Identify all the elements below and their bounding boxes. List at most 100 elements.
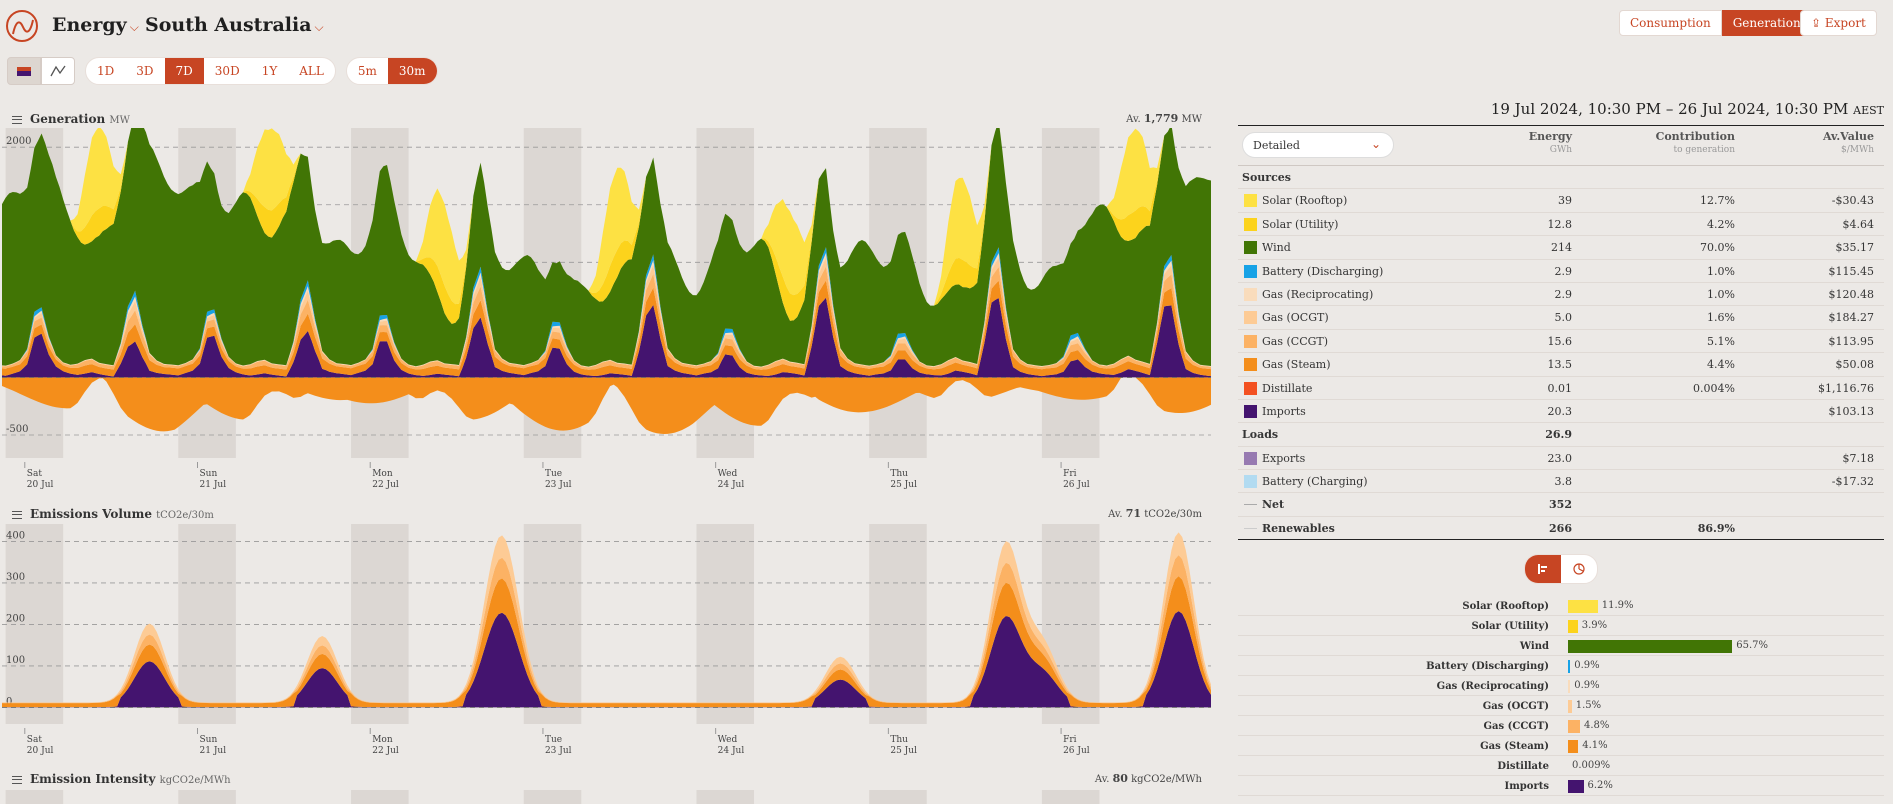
top-bar: Energy ⌵ South Australia ⌵ Consumption Gen… [0, 0, 1893, 56]
hbar-value-label: 6.2% [1587, 780, 1613, 791]
line-chart-icon[interactable] [41, 57, 75, 85]
table-row[interactable]: Distillate 0.01 0.004% $1,116.76 [1238, 377, 1884, 400]
table-row[interactable]: Imports 20.3 $103.13 [1238, 400, 1884, 424]
table-row[interactable]: Battery (Discharging) 2.9 1.0% $115.45 [1238, 260, 1884, 283]
row-contrib: 12.7% [1700, 194, 1735, 208]
hbar-bar [1568, 680, 1571, 693]
bar-chart-toggle[interactable] [1525, 555, 1561, 583]
day-label: Sat [27, 469, 43, 479]
night-band [178, 524, 236, 724]
table-row[interactable]: Solar (Utility) 12.8 4.2% $4.64 [1238, 213, 1884, 237]
row-value: $103.13 [1828, 404, 1875, 418]
row-energy: 2.9 [1554, 287, 1573, 301]
date-range: 19 Jul 2024, 10:30 PM – 26 Jul 2024, 10:… [1238, 100, 1884, 126]
table-row[interactable]: Exports 23.0 $7.18 [1238, 447, 1884, 471]
section-total: 26.9 [1545, 428, 1572, 442]
interval-group: 5m 30m [345, 57, 438, 85]
table-row[interactable]: Wind 214 70.0% $35.17 [1238, 236, 1884, 260]
generation-button[interactable]: Generation [1721, 10, 1812, 36]
app-menu-label: Energy [52, 14, 127, 36]
y-tick-label: 100 [6, 655, 25, 666]
region-label: South Australia [145, 14, 312, 36]
emissions-imports-area [2, 611, 1211, 708]
menu-icon[interactable] [12, 510, 22, 519]
col-energy[interactable]: Energy GWh [1529, 130, 1572, 155]
hbar-label: Solar (Rooftop) [1462, 601, 1549, 612]
series-ccgt-area [2, 266, 1211, 370]
range-button-all[interactable]: ALL [299, 64, 324, 78]
net-label: Net [1262, 498, 1285, 512]
date-label: 21 Jul [200, 480, 227, 490]
hbar-row: Solar (Rooftop) 11.9% [1238, 596, 1884, 616]
interval-button-5m[interactable]: 5m [357, 64, 377, 78]
table-row[interactable]: Solar (Rooftop) 39 12.7% -$30.43 [1238, 189, 1884, 213]
row-value: $7.18 [1842, 451, 1875, 465]
date-range-text: 19 Jul 2024, 10:30 PM – 26 Jul 2024, 10:… [1490, 100, 1849, 118]
range-button-1d[interactable]: 1D [97, 64, 115, 78]
region-selector[interactable]: South Australia ⌵ [145, 14, 324, 36]
range-button-1y[interactable]: 1Y [261, 64, 278, 78]
detail-select-value: Detailed [1253, 139, 1300, 152]
logo-icon[interactable] [6, 10, 38, 42]
section-label: Loads [1242, 428, 1279, 442]
hbar-row: Wind 65.7% [1238, 636, 1884, 656]
color-swatch [1244, 358, 1257, 372]
series-wind-area [2, 128, 1211, 367]
table-row[interactable]: Gas (OCGT) 5.0 1.6% $184.27 [1238, 306, 1884, 330]
color-swatch [1244, 311, 1257, 325]
row-value: $50.08 [1835, 358, 1875, 372]
emissions-avg-value: 71 [1125, 507, 1142, 520]
table-row[interactable]: Gas (Steam) 13.5 4.4% $50.08 [1238, 353, 1884, 377]
y-tick-label: 0 [6, 696, 12, 707]
row-name: Battery (Discharging) [1262, 264, 1384, 278]
col-contribution[interactable]: Contribution to generation [1656, 130, 1735, 155]
intensity-chart[interactable] [0, 790, 1215, 804]
detail-select[interactable]: Detailed ⌄ [1242, 132, 1394, 158]
net-value: 352 [1549, 498, 1572, 512]
app-menu[interactable]: Energy ⌵ [52, 14, 139, 36]
hbar-row: Battery (Discharging) 0.9% [1238, 656, 1884, 676]
hbar-label: Gas (Reciprocating) [1436, 681, 1549, 692]
range-button-7d[interactable]: 7D [164, 58, 204, 84]
hbar-row: Imports 6.2% [1238, 776, 1884, 796]
hbar-bar [1568, 640, 1733, 653]
range-button-30d[interactable]: 30D [214, 64, 240, 78]
row-value: $4.64 [1842, 217, 1875, 231]
net-dash [1244, 504, 1257, 506]
interval-button-30m[interactable]: 30m [387, 58, 437, 84]
hbar-bar [1568, 600, 1598, 613]
day-label: Fri [1063, 735, 1077, 745]
intensity-avg-value: 80 [1112, 772, 1128, 785]
stacked-chart-icon[interactable] [7, 57, 41, 85]
y-tick-label: 400 [6, 530, 25, 541]
export-button[interactable]: ⇪ Export [1800, 10, 1877, 36]
pie-chart-toggle[interactable] [1561, 555, 1597, 583]
night-band [351, 524, 409, 724]
hbar-label: Gas (Steam) [1480, 741, 1549, 752]
y-tick-label: -500 [6, 424, 28, 435]
intensity-title-text: Emission Intensity [30, 772, 156, 786]
hbar-value-label: 1.5% [1575, 700, 1602, 711]
emissions-avg-unit: tCO2e/30m [1144, 509, 1202, 520]
date-label: 26 Jul [1063, 480, 1090, 490]
row-energy: 15.6 [1547, 334, 1573, 348]
day-label: Thu [890, 735, 908, 745]
table-row[interactable]: Battery (Charging) 3.8 -$17.32 [1238, 470, 1884, 494]
table-row[interactable]: Gas (Reciprocating) 2.9 1.0% $120.48 [1238, 283, 1884, 307]
table-row[interactable]: Gas (CCGT) 15.6 5.1% $113.95 [1238, 330, 1884, 354]
consumption-button[interactable]: Consumption [1619, 10, 1722, 36]
day-label: Wed [718, 735, 738, 745]
hbar-value-label: 0.009% [1572, 760, 1611, 771]
range-button-3d[interactable]: 3D [136, 64, 154, 78]
col-value-label: Av.Value [1822, 130, 1874, 143]
hbar-value-label: 4.1% [1582, 740, 1608, 751]
row-energy: 3.8 [1554, 475, 1573, 489]
color-swatch [1244, 404, 1257, 418]
range-group: 1D 3D 7D 30D 1Y ALL [85, 57, 336, 85]
menu-icon[interactable] [12, 115, 22, 124]
col-value[interactable]: Av.Value $/MWh [1823, 130, 1874, 155]
date-label: 21 Jul [200, 746, 227, 756]
menu-icon[interactable] [12, 775, 22, 784]
